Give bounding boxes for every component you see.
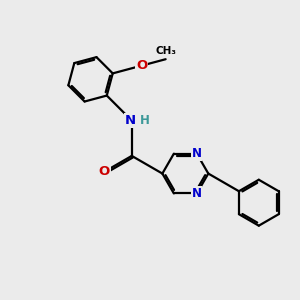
Text: H: H [140,114,150,127]
Text: O: O [136,59,147,72]
Text: O: O [99,165,110,178]
Text: N: N [192,147,202,160]
Text: CH₃: CH₃ [155,46,176,56]
Text: N: N [192,187,202,200]
Text: N: N [125,114,136,127]
